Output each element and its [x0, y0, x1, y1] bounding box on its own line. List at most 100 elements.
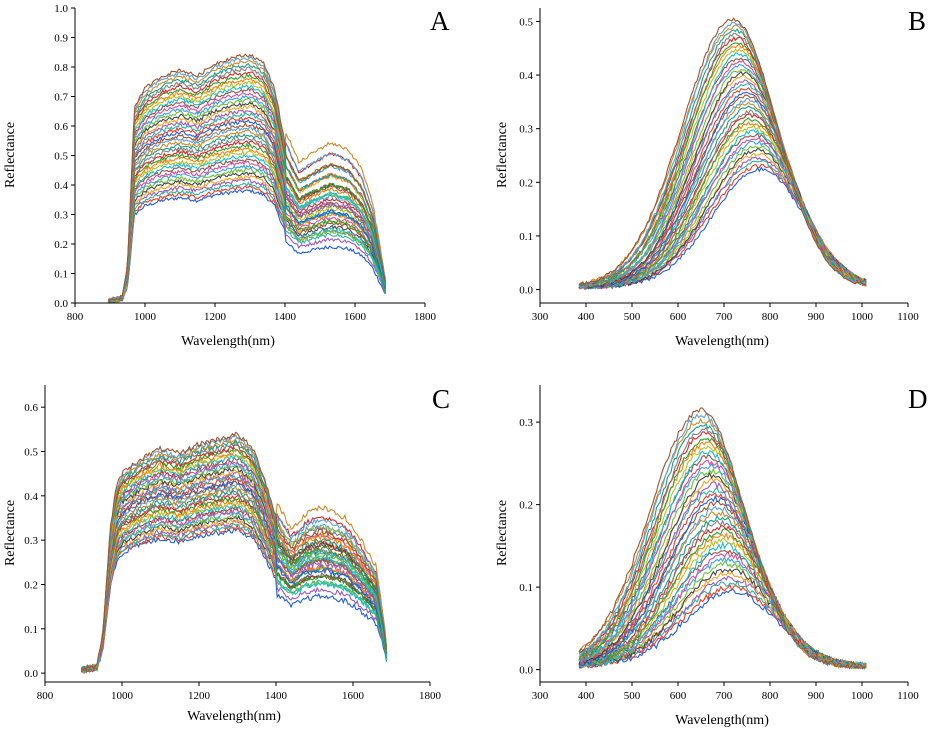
panel-a-series-line-40: [108, 53, 386, 301]
panel-d-x-tick-label: 500: [624, 690, 641, 702]
panel-a-series-line-39: [107, 56, 386, 302]
panel-c: C Wavelength(nm) Reflectance 800 1000 1200…: [3, 384, 450, 724]
panel-b-x-tick-label: 400: [578, 311, 595, 323]
panel-a-series-line-33: [107, 77, 386, 302]
panel-a-series-line-21: [108, 119, 386, 303]
panel-c-y-tick-label: 0.2: [24, 579, 38, 591]
panel-b-x-tick-label: 300: [532, 311, 549, 323]
panel-c-y-tick-label: 0.1: [24, 624, 38, 636]
panel-d-x-tick-label: 600: [670, 690, 687, 702]
panel-c-y-tick-label: 0.5: [24, 446, 38, 458]
panel-a-letter: A: [430, 6, 450, 36]
panel-d-x-tick-label: 1000: [851, 690, 874, 702]
panel-b-x-tick-label: 900: [808, 311, 825, 323]
panel-c-series-line-12: [81, 501, 388, 673]
panel-b-x-tick-label: 600: [670, 311, 687, 323]
panel-c-series-group: [81, 431, 388, 675]
panel-b-series-line-16: [579, 109, 867, 289]
panel-a-series-group: [107, 53, 386, 304]
panel-a-series-line-24: [107, 109, 386, 303]
panel-b-series-line-24: [578, 79, 867, 289]
panel-d-x-tick-label: 300: [532, 690, 549, 702]
panel-b-x-tick-label: 1000: [851, 311, 874, 323]
panel-c-series-line-34: [81, 446, 388, 672]
panel-c-y-tick-label: 0.0: [24, 668, 38, 680]
panel-a-series-line-19: [107, 125, 386, 303]
panel-c-series-line-37: [81, 438, 388, 672]
panel-c-y-axis-title: Reflectance: [3, 500, 18, 566]
panel-d-y-tick-label: 0.2: [519, 500, 533, 512]
panel-a-series-line-5: [108, 174, 386, 304]
panel-a-y-tick-label: 0.4: [54, 180, 68, 192]
panel-a-series-line-30: [108, 86, 386, 303]
panel-a-series-line-11: [107, 153, 386, 304]
panel-a-series-line-38: [107, 59, 386, 302]
panel-c-series-line-13: [81, 498, 388, 674]
panel-b-x-tick-label: 1100: [897, 311, 919, 323]
panel-b-series-line-40: [579, 17, 867, 287]
panel-d-letter: D: [908, 384, 928, 414]
panel-b-letter: B: [908, 6, 926, 36]
panel-a-series-line-4: [107, 178, 386, 304]
panel-a-series-line-9: [107, 160, 386, 304]
panel-a-y-tick-label: 1.0: [54, 3, 68, 15]
panel-a-y-tick-label: 0.2: [54, 239, 68, 251]
panel-a-y-tick-label: 0.5: [54, 151, 68, 163]
panel-a-series-line-32: [108, 80, 386, 302]
panel-b-x-tick-label: 700: [716, 311, 733, 323]
panel-a-x-tick-label: 1600: [344, 311, 367, 323]
panel-a-series-line-28: [107, 94, 386, 303]
panel-b-series-line-31: [579, 52, 867, 289]
panel-c-x-tick-label: 1600: [342, 690, 365, 702]
panel-a-series-line-6: [108, 171, 386, 303]
panel-b-series-line-19: [579, 97, 867, 290]
panel-a-series-line-34: [108, 72, 386, 303]
panel-b-y-tick-label: 0.4: [519, 70, 533, 82]
panel-a-series-line-12: [107, 150, 386, 303]
panel-a-series-line-3: [107, 181, 386, 304]
panel-d-series-line-24: [578, 481, 867, 669]
panel-b-y-tick-label: 0.2: [519, 177, 533, 189]
panel-a-x-tick-label: 1200: [204, 311, 227, 323]
panel-a-y-axis-title: Reflectance: [3, 122, 18, 188]
panel-a-series-line-37: [107, 62, 386, 302]
panel-c-series-line-11: [81, 502, 388, 673]
panel-a-series-line-25: [107, 104, 386, 303]
panel-c-series-line-7: [81, 512, 388, 672]
panel-a-y-tick-label: 0.0: [54, 298, 68, 310]
panel-c-series-line-32: [81, 452, 388, 671]
panel-b-series-line-17: [579, 105, 867, 289]
panel-a-y-tick-label: 0.8: [54, 62, 68, 74]
panel-a-series-line-31: [107, 84, 386, 303]
panel-a-x-tick-label: 800: [67, 311, 84, 323]
panel-b: B Wavelength(nm) Reflectance 300 400 500 60…: [495, 6, 926, 349]
panel-a-series-line-15: [107, 140, 386, 303]
panel-b-y-tick-label: 0.1: [519, 231, 533, 243]
panel-c-x-tick-label: 1200: [188, 690, 211, 702]
panel-d-series-line-33: [578, 441, 867, 670]
panel-c-series-line-40: [81, 431, 388, 673]
panel-a-series-line-22: [107, 116, 386, 303]
panel-c-y-tick-label: 0.4: [24, 491, 38, 503]
panel-d-x-axis-title: Wavelength(nm): [675, 713, 769, 728]
panel-c-x-axis-title: Wavelength(nm): [187, 709, 281, 724]
panel-c-x-tick-label: 1000: [111, 690, 134, 702]
panel-d: D Wavelength(nm) Reflectance 300 400 500 60…: [495, 384, 928, 728]
panel-d-y-tick-label: 0.0: [519, 665, 533, 677]
panel-c-series-line-2: [81, 523, 388, 673]
panel-c-series-line-14: [81, 497, 388, 671]
panel-a-series-line-23: [108, 111, 386, 303]
panel-a-series-line-17: [107, 133, 386, 303]
panel-c-series-line-38: [81, 436, 388, 673]
panel-b-series-line-36: [578, 32, 867, 287]
panel-a-series-line-10: [107, 158, 386, 303]
panel-c-series-line-10: [81, 504, 388, 673]
panel-c-series-line-4: [81, 519, 388, 674]
panel-c-y-tick-label: 0.6: [24, 402, 38, 414]
panel-a-series-line-36: [108, 66, 386, 303]
panel-d-series-line-37: [578, 423, 867, 670]
panel-c-series-line-19: [81, 482, 388, 671]
panel-c-series-line-26: [81, 465, 388, 673]
panel-d-x-tick-label: 1100: [897, 690, 919, 702]
